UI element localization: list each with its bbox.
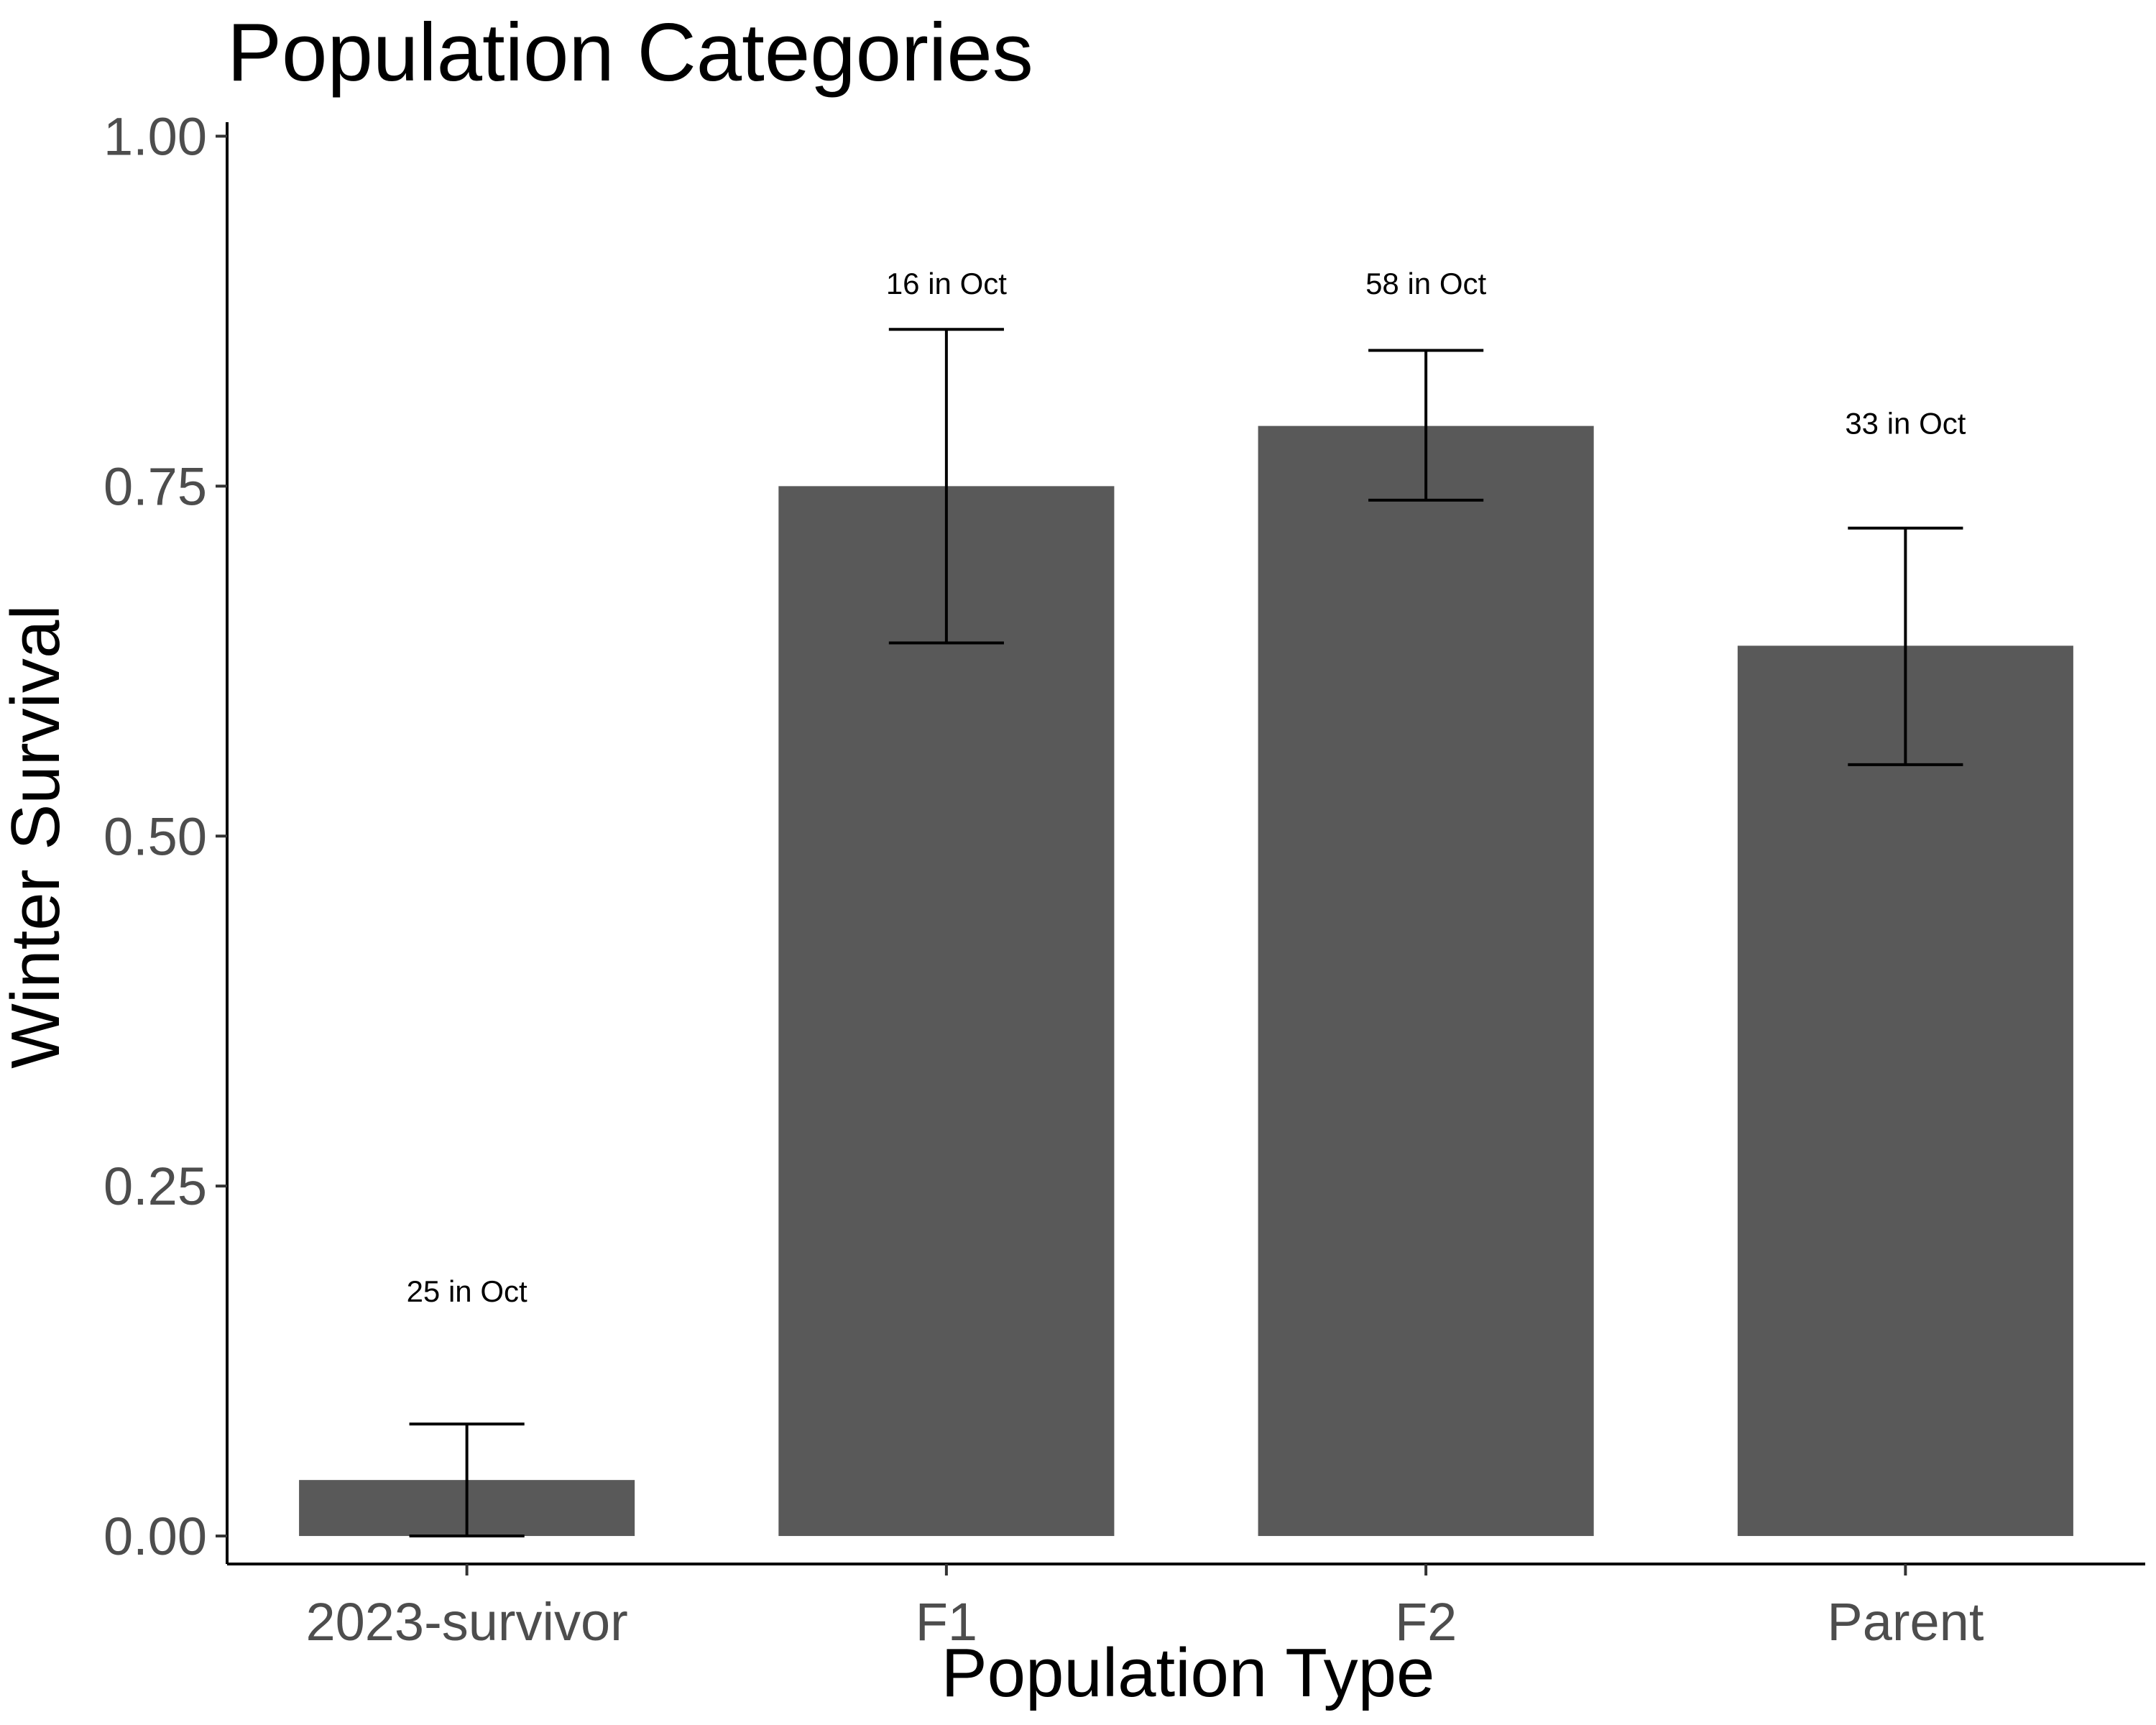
bar-annotation: 25 in Oct (407, 1274, 528, 1308)
error-bar (1368, 349, 1484, 502)
x-tick-label: F2 (1395, 1592, 1457, 1652)
x-tick-label: F1 (916, 1592, 977, 1652)
bar-annotation: 58 in Oct (1365, 267, 1486, 300)
plot-area: 25 in Oct 16 in Oct 58 in Oct 33 in Oct (299, 267, 2073, 1538)
y-axis: 0.00 0.25 0.50 0.75 1.00 (103, 106, 229, 1566)
y-tick-label: 0.50 (103, 806, 207, 866)
x-axis-title: Population Type (941, 1634, 1435, 1711)
y-tick-label: 0.25 (103, 1156, 207, 1216)
error-bar (888, 328, 1004, 645)
bar (778, 486, 1115, 1537)
y-tick-label: 1.00 (103, 106, 207, 166)
bar-annotation: 33 in Oct (1845, 407, 1966, 441)
chart-title: Population Categories (227, 7, 1033, 98)
x-tick-label: 2023-survivor (305, 1592, 627, 1652)
x-axis: 2023-survivor F1 F2 Parent (227, 1563, 2145, 1652)
bar (1737, 645, 2073, 1537)
bar (1258, 426, 1594, 1537)
error-bar (1848, 526, 1963, 766)
y-tick-label: 0.00 (103, 1506, 207, 1566)
y-axis-title: Winter Survival (0, 604, 74, 1068)
error-bar (409, 1422, 525, 1538)
x-tick-label: Parent (1827, 1592, 1984, 1652)
y-tick-label: 0.75 (103, 456, 207, 516)
bar-annotation: 16 in Oct (886, 267, 1007, 300)
